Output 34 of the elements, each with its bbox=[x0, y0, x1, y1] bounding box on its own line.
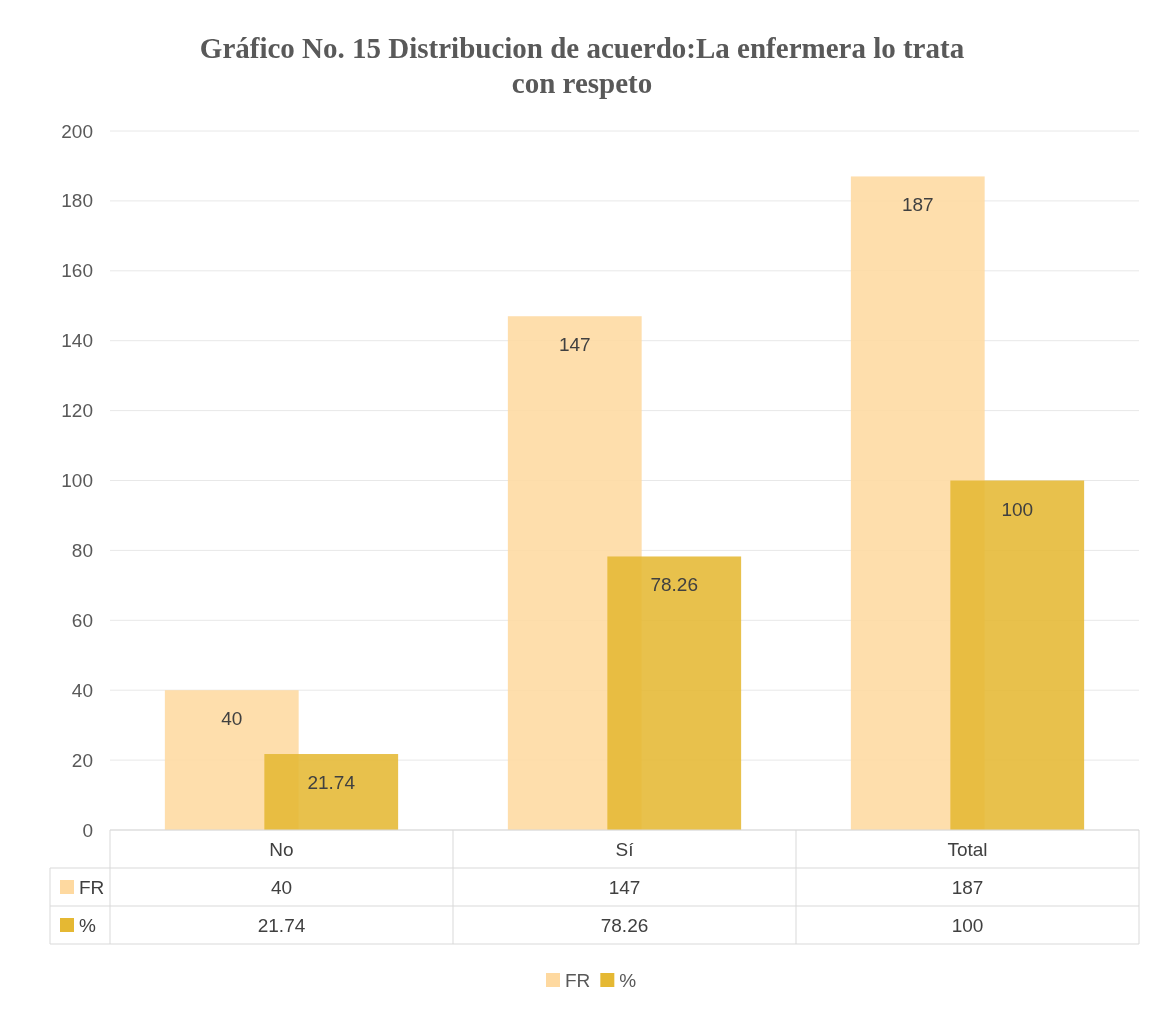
annotation: 147 bbox=[558, 334, 591, 356]
annotation: 40 bbox=[221, 708, 243, 730]
annotation: 100 bbox=[1001, 498, 1034, 520]
data-label: 147 bbox=[608, 877, 641, 898]
text: % bbox=[79, 915, 96, 936]
x-tick-label: No bbox=[269, 839, 294, 860]
chart-title: Gráfico No. 15 Distribucion de acuerdo:La enfermera lo trata con respeto bbox=[199, 32, 965, 99]
y-tick-label: 160 bbox=[61, 260, 93, 282]
bar bbox=[950, 480, 1085, 830]
y-tick-label: 120 bbox=[61, 400, 93, 422]
bar bbox=[264, 754, 399, 830]
annotation: 21.74 bbox=[307, 772, 356, 794]
y-tick-label: 140 bbox=[61, 330, 93, 352]
y-tick-label: 60 bbox=[71, 609, 93, 631]
y-tick-label: 200 bbox=[61, 120, 93, 142]
data-label: 100 bbox=[951, 915, 984, 936]
legend-label: % bbox=[619, 970, 637, 991]
data-label: 78.26 bbox=[600, 915, 649, 936]
y-tick-label: 20 bbox=[71, 749, 93, 771]
data-label: 187 bbox=[951, 877, 984, 898]
bar bbox=[607, 556, 742, 830]
annotation: 187 bbox=[901, 194, 934, 216]
y-tick-label: 100 bbox=[61, 470, 93, 492]
x-tick-label: Total bbox=[947, 839, 988, 860]
y-tick-label: 80 bbox=[71, 539, 93, 561]
legend-label: FR bbox=[79, 877, 105, 898]
annotation: 78.26 bbox=[650, 574, 699, 596]
data-label: 40 bbox=[270, 877, 293, 898]
y-tick-label: 180 bbox=[61, 190, 93, 212]
y-tick-label: 0 bbox=[82, 819, 93, 841]
text: FR bbox=[565, 970, 591, 991]
data-label: 21.74 bbox=[257, 915, 306, 936]
y-tick-label: 40 bbox=[71, 679, 93, 701]
x-tick-label: Sí bbox=[615, 839, 635, 860]
